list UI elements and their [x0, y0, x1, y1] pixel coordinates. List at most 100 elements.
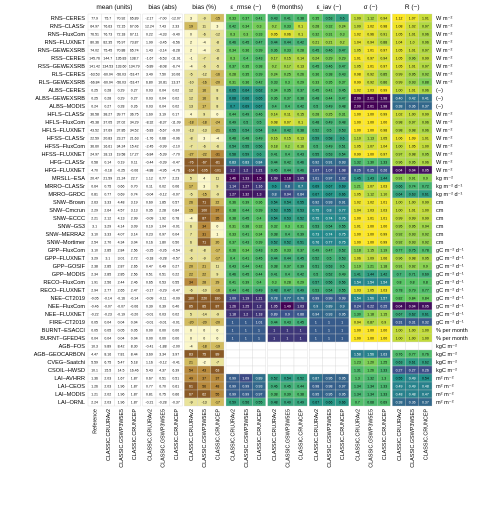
cell-value: 1.04: [354, 40, 361, 44]
cell-value: 1.07: [367, 144, 374, 148]
cell-value: 0.38: [297, 128, 304, 132]
cell-value: 20.83: [103, 136, 112, 140]
cell-value: 1.05: [409, 144, 416, 148]
cell-value: 0.38: [271, 264, 278, 268]
cell-value: 0.00: [146, 328, 153, 332]
heatmap-cell: [239, 349, 253, 359]
cell-value: 0.04: [104, 336, 111, 340]
cell-value: 0.86: [380, 80, 387, 84]
cell-value: 1.00: [422, 144, 429, 148]
cell-value: 0.55: [172, 280, 179, 284]
cell-value: -0.21: [145, 400, 153, 404]
row-label: HFG–FLUXNET: [45, 168, 86, 174]
cell-value: 0.95: [326, 392, 333, 396]
cell-value: 0.49: [396, 384, 403, 388]
cell-value: -0.01: [159, 320, 167, 324]
cell-value: 0.38: [229, 208, 236, 212]
cell-value: 85: [202, 304, 206, 308]
heatmap-cell: [322, 341, 336, 351]
cell-value: 0.58: [91, 160, 98, 164]
cell-value: 0.37: [422, 400, 429, 404]
cell-value: 1.08: [339, 168, 346, 172]
cell-value: -0.18: [104, 168, 112, 172]
cell-value: 0.49: [409, 384, 416, 388]
cell-value: 0.61: [409, 360, 416, 364]
cell-value: 0.99: [396, 80, 403, 84]
cell-value: 0.25: [380, 304, 387, 308]
cell-value: 1.41: [354, 272, 361, 276]
cell-value: 0.99: [396, 216, 403, 220]
cell-value: 7: [190, 232, 192, 236]
cell-value: 1: [258, 336, 260, 340]
unit-label: W m⁻²: [436, 168, 452, 174]
cell-value: -0.07: [104, 304, 112, 308]
cell-value: 0.53: [159, 280, 166, 284]
cell-value: 1.54: [354, 296, 361, 300]
unit-label: W m⁻²: [436, 128, 452, 134]
cell-value: 0.31: [396, 320, 403, 324]
cell-value: 0.98: [380, 128, 387, 132]
cell-value: -6: [189, 256, 192, 260]
cell-value: 3: [203, 136, 205, 140]
cell-value: 0.97: [256, 392, 263, 396]
cell-value: 0.48: [271, 400, 278, 404]
cell-value: 34: [189, 280, 193, 284]
cell-value: -0.26: [159, 248, 167, 252]
cell-value: 1: [273, 328, 275, 332]
cell-value: 48: [215, 384, 219, 388]
cell-value: 0.49: [159, 264, 166, 268]
cell-value: 65.89: [130, 16, 139, 20]
cell-value: -18: [202, 120, 207, 124]
unit-label: W m⁻²: [436, 112, 452, 118]
cell-value: 0.77: [339, 208, 346, 212]
cell-value: 0.52: [284, 240, 291, 244]
cell-value: 0.37: [339, 80, 346, 84]
cell-value: 0.16: [146, 240, 153, 244]
cell-value: -6: [203, 64, 206, 68]
cell-value: 0.24: [271, 72, 278, 76]
cell-value: 0.54: [284, 376, 291, 380]
cell-value: 0.96: [396, 160, 403, 164]
cell-value: 0.4: [230, 256, 235, 260]
cell-value: 2.70: [104, 240, 111, 244]
cell-value: 8: [216, 96, 218, 100]
row-label: LAI–CEOS: [58, 384, 86, 390]
cell-value: 1.21: [367, 264, 374, 268]
cell-value: 2.21: [91, 216, 98, 220]
cell-value: 0.11: [146, 184, 153, 188]
cell-value: -0.16: [117, 296, 125, 300]
cell-value: 22: [202, 272, 206, 276]
cell-value: 0.89: [256, 376, 263, 380]
cell-value: 0.33: [284, 48, 291, 52]
cell-value: 0.44: [284, 168, 291, 172]
cell-value: 0.52: [297, 216, 304, 220]
cell-value: 0.93: [326, 200, 333, 204]
cell-value: 0.49: [229, 120, 236, 124]
cell-value: 43: [202, 368, 206, 372]
cell-value: 1.00: [396, 328, 403, 332]
cell-value: 22: [189, 272, 193, 276]
cell-value: 0.8: [272, 192, 277, 196]
cell-value: 0.97: [339, 384, 346, 388]
cell-value: -17: [215, 248, 220, 252]
cell-value: 67: [189, 392, 193, 396]
row-label: MRSLL–ESA: [52, 176, 85, 182]
cell-value: 3.19: [159, 112, 166, 116]
cell-value: 1.0: [410, 40, 415, 44]
cell-value: 1.54: [380, 280, 387, 284]
cell-value: 3.14: [131, 232, 138, 236]
cell-value: 1.05: [354, 48, 361, 52]
cell-value: -1: [189, 56, 192, 60]
cell-value: 0.64: [91, 184, 98, 188]
unit-label: gC m⁻² d⁻¹: [436, 272, 464, 278]
cell-value: 0.67: [256, 104, 263, 108]
cell-value: 0.04: [118, 336, 125, 340]
cell-value: 1.18: [284, 176, 291, 180]
cell-value: -8.08: [159, 64, 167, 68]
cell-value: 0.49: [284, 400, 291, 404]
cell-value: 0.26: [380, 168, 387, 172]
cell-value: -1.88: [159, 344, 167, 348]
cell-value: 1.00: [422, 208, 429, 212]
cell-value: 0: [216, 224, 218, 228]
cell-value: 141.42: [89, 64, 100, 68]
